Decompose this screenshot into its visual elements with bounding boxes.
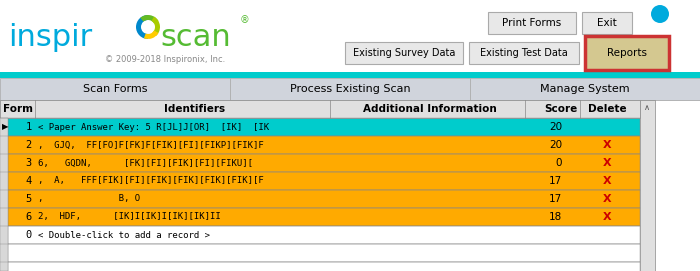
Bar <box>8 226 640 244</box>
Text: 2,  HDF,      [IK]I[IK]I[IK][IK]II: 2, HDF, [IK]I[IK]I[IK][IK]II <box>38 212 220 221</box>
Bar <box>345 42 463 64</box>
Bar <box>8 172 640 190</box>
Text: X: X <box>603 158 611 168</box>
Wedge shape <box>144 31 158 39</box>
Text: 3: 3 <box>26 158 32 168</box>
Bar <box>0 78 700 100</box>
Bar <box>8 136 640 154</box>
Text: 0: 0 <box>556 158 562 168</box>
Text: X: X <box>603 212 611 222</box>
Text: ®: ® <box>240 15 250 25</box>
Text: Print Forms: Print Forms <box>503 18 561 28</box>
Wedge shape <box>140 15 158 24</box>
Bar <box>8 208 640 226</box>
Text: inspir: inspir <box>8 24 92 53</box>
Text: ?: ? <box>657 9 664 19</box>
Text: < Paper Answer Key: 5 R[JL]J[OR]  [IK]  [IK: < Paper Answer Key: 5 R[JL]J[OR] [IK] [I… <box>38 122 269 131</box>
Text: Delete: Delete <box>588 104 626 114</box>
Text: Manage System: Manage System <box>540 84 630 94</box>
Wedge shape <box>151 17 160 36</box>
Text: ,  GJQ,  FF[FO]F[FK]F[FIK][FI][FIKP][FIK]F: , GJQ, FF[FO]F[FK]F[FIK][FI][FIKP][FIK]F <box>38 140 264 150</box>
Text: Exit: Exit <box>597 18 617 28</box>
Text: ▶: ▶ <box>2 122 8 131</box>
Text: 20: 20 <box>549 122 562 132</box>
Bar <box>230 78 470 100</box>
Bar <box>0 72 700 78</box>
Text: 5: 5 <box>26 194 32 204</box>
Bar <box>0 100 640 118</box>
Bar <box>8 118 640 136</box>
Text: Identifiers: Identifiers <box>164 104 225 114</box>
Text: X: X <box>603 194 611 204</box>
Bar <box>8 262 640 271</box>
Text: 18: 18 <box>549 212 562 222</box>
Text: X: X <box>603 176 611 186</box>
Text: Additional Information: Additional Information <box>363 104 497 114</box>
Bar <box>8 190 640 208</box>
Bar <box>8 244 640 262</box>
Text: X: X <box>603 140 611 150</box>
Text: 17: 17 <box>549 176 562 186</box>
Bar <box>488 12 576 34</box>
Bar <box>0 78 230 100</box>
Text: Score: Score <box>545 104 578 114</box>
Bar <box>470 78 700 100</box>
Bar <box>0 118 8 271</box>
Bar <box>640 100 655 271</box>
Text: © 2009-2018 Inspironix, Inc.: © 2009-2018 Inspironix, Inc. <box>105 56 225 64</box>
Text: ,              B, O: , B, O <box>38 195 140 204</box>
Text: 0: 0 <box>26 230 32 240</box>
Bar <box>0 100 700 271</box>
Text: < Double-click to add a record >: < Double-click to add a record > <box>38 231 210 240</box>
Text: Form: Form <box>3 104 33 114</box>
Text: 4: 4 <box>26 176 32 186</box>
Text: ,  A,   FFF[FIK][FI][FIK][FIK][FIK][FIK][F: , A, FFF[FIK][FI][FIK][FIK][FIK][FIK][F <box>38 176 264 186</box>
Text: ∧: ∧ <box>644 102 650 111</box>
Bar <box>0 0 700 78</box>
Bar <box>582 12 632 34</box>
Text: Existing Survey Data: Existing Survey Data <box>353 48 455 58</box>
Text: 1: 1 <box>26 122 32 132</box>
Text: 2: 2 <box>26 140 32 150</box>
Bar <box>469 42 579 64</box>
Bar <box>585 36 669 70</box>
Text: 6: 6 <box>26 212 32 222</box>
Text: 20: 20 <box>549 140 562 150</box>
Text: Process Existing Scan: Process Existing Scan <box>290 84 410 94</box>
Text: Existing Test Data: Existing Test Data <box>480 48 568 58</box>
Circle shape <box>651 5 669 23</box>
Text: Reports: Reports <box>607 48 647 58</box>
Text: 6,   GQDN,      [FK][FI][FIK][FI][FIKU][: 6, GQDN, [FK][FI][FIK][FI][FIKU][ <box>38 159 253 167</box>
Text: 17: 17 <box>549 194 562 204</box>
Text: Scan Forms: Scan Forms <box>83 84 147 94</box>
Wedge shape <box>136 15 148 39</box>
Text: scan: scan <box>160 24 231 53</box>
Bar <box>8 154 640 172</box>
